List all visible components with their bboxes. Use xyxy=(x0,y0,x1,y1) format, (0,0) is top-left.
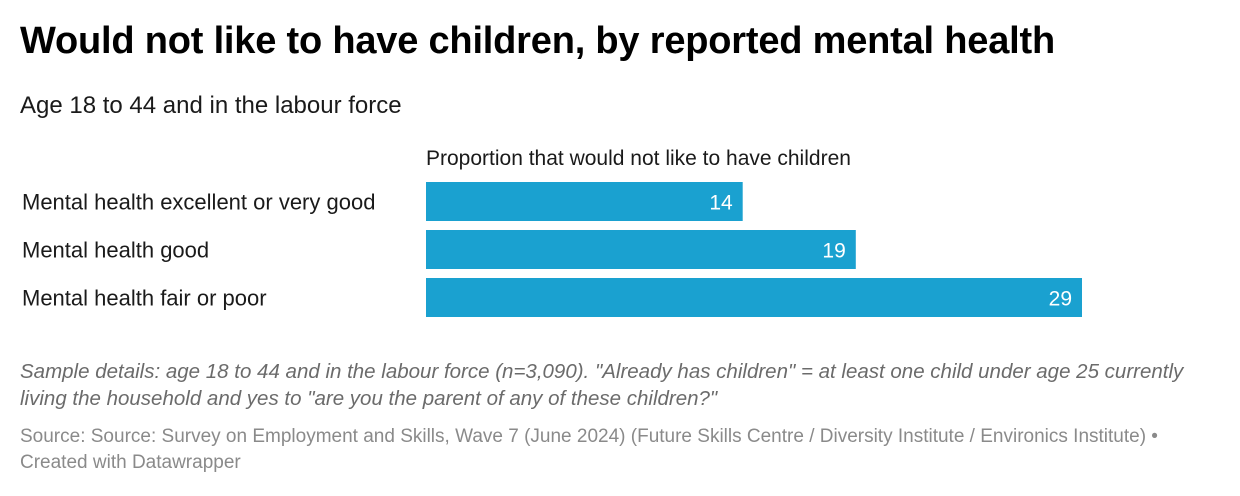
bar-value-label: 14 xyxy=(709,192,733,215)
bar-value-label: 19 xyxy=(822,240,845,263)
category-label: Mental health excellent or very good xyxy=(22,190,375,215)
chart-subtitle: Age 18 to 44 and in the labour force xyxy=(20,92,402,119)
bar xyxy=(426,182,743,221)
chart-title: Would not like to have children, by repo… xyxy=(20,20,1055,62)
bar xyxy=(426,278,1082,317)
category-label: Mental health fair or poor xyxy=(22,286,267,311)
bar xyxy=(426,230,856,269)
chart-source: Source: Source: Survey on Employment and… xyxy=(20,426,1158,473)
bar-chart: Proportion that would not like to have c… xyxy=(0,140,1240,330)
bar-value-label: 29 xyxy=(1049,288,1072,311)
category-label: Mental health good xyxy=(22,238,209,263)
chart-notes: Sample details: age 18 to 44 and in the … xyxy=(20,360,1184,410)
column-header: Proportion that would not like to have c… xyxy=(426,147,851,170)
bar-chart-svg: Proportion that would not like to have c… xyxy=(22,147,1082,317)
